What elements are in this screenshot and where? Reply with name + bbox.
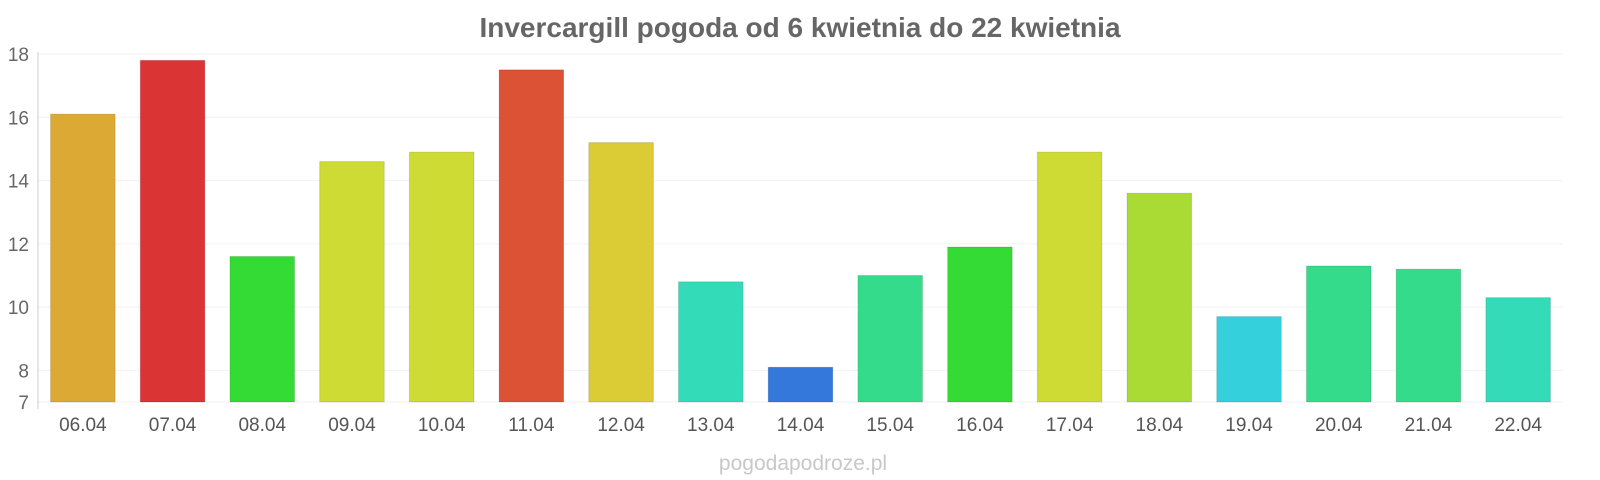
- bar-08.04: [229, 255, 296, 403]
- x-tick-label: 18.04: [1136, 415, 1184, 436]
- y-tick-label: 12: [8, 235, 29, 256]
- bar-15.04: [857, 274, 923, 403]
- y-tick-label: 10: [8, 298, 29, 319]
- bar-14.04: [767, 366, 834, 403]
- bar-17.04: [1036, 151, 1103, 403]
- bar-22.04: [1485, 297, 1551, 403]
- bar-18.04: [1126, 192, 1193, 403]
- x-tick-label: 08.04: [238, 415, 286, 436]
- y-tick-label: 7: [18, 393, 29, 414]
- x-tick-label: 15.04: [866, 415, 914, 436]
- bar-12.04: [588, 142, 654, 403]
- x-tick-label: 09.04: [328, 415, 376, 436]
- x-tick-label: 13.04: [687, 415, 735, 436]
- x-tick-label: 11.04: [508, 415, 555, 436]
- x-tick-label: 06.04: [59, 415, 107, 436]
- x-tick-label: 07.04: [149, 415, 197, 436]
- bar-13.04: [678, 281, 744, 403]
- x-tick-label: 16.04: [956, 415, 1004, 436]
- x-axis-ticks: 06.04 07.04 08.04 09.04 10.04 11.04 12.04 13.04…: [59, 415, 1542, 436]
- x-tick-label: 12.04: [597, 415, 645, 436]
- chart-title: Invercargill pogoda od 6 kwietnia do 22 …: [479, 12, 1120, 43]
- y-tick-label: 14: [8, 172, 30, 193]
- x-tick-label: 21.04: [1405, 415, 1453, 436]
- bar-19.04: [1216, 316, 1282, 403]
- bar-16.04: [947, 246, 1013, 403]
- bars: [50, 59, 1551, 403]
- bar-09.04: [319, 161, 385, 403]
- watermark: pogodapodroze.pl: [719, 452, 887, 475]
- x-tick-label: 20.04: [1315, 415, 1363, 436]
- y-tick-label: 18: [8, 45, 29, 66]
- x-tick-label: 10.04: [418, 415, 466, 436]
- bar-11.04: [498, 69, 565, 403]
- bar-21.04: [1395, 268, 1462, 403]
- x-tick-label: 17.04: [1046, 415, 1094, 436]
- x-tick-label: 19.04: [1225, 415, 1273, 436]
- bar-07.04: [139, 59, 206, 403]
- y-tick-label: 8: [18, 361, 29, 382]
- bar-06.04: [50, 113, 116, 403]
- bar-10.04: [408, 151, 475, 403]
- x-tick-label: 22.04: [1494, 415, 1542, 436]
- y-tick-label: 16: [8, 108, 29, 129]
- bar-20.04: [1305, 265, 1372, 403]
- y-axis-ticks: 7 8 10 12 14 16 18: [8, 45, 30, 414]
- x-tick-label: 14.04: [777, 415, 825, 436]
